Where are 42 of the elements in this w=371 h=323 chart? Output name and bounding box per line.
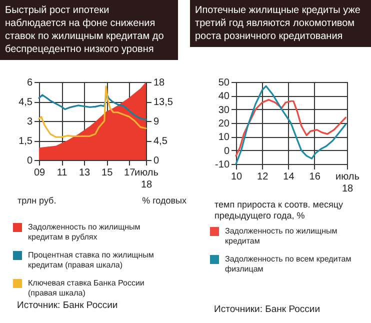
y-tick-label: -10 (215, 160, 230, 170)
line-series (235, 85, 346, 165)
text: Источники: Банк России (214, 304, 320, 315)
x-tick-label: 10 (230, 172, 242, 182)
x-tick-label: 14 (283, 172, 295, 182)
x-tick-label: 15 (102, 168, 114, 178)
y-tick-label: 10 (218, 132, 230, 144)
text: Источник: Банк России (17, 300, 118, 311)
legend-label: Ключевая ставка Банка России (правая шкала) (28, 278, 144, 298)
legend-label: Задолженность по всем кредитам физлицам (225, 254, 352, 274)
y2-tick-label: 13,5 (154, 97, 174, 108)
legend-label: Процентная ставка по жилищным кредитам (правая шкала) (28, 250, 154, 270)
y-tick-label: 1,5 (18, 136, 33, 147)
y-tick-label: 50 (218, 78, 230, 88)
y2-tick-label: 18 (154, 78, 166, 88)
x-tick-label: 11 (56, 168, 68, 178)
y-tick-label: 40 (218, 91, 230, 102)
y-axis-title: темп прироста к соотв. месяцу предыдущего года, % (214, 200, 344, 220)
y-tick-label: 20 (218, 118, 230, 130)
y2-tick-label: 4,5 (154, 136, 168, 147)
x-tick-label: июль 18 (336, 172, 360, 194)
x-tick-label: июль 18 (134, 168, 158, 190)
chart-title: Ипотечные жилищные кредиты уже третий год являются локомотивом роста розничного кредитования (190, 0, 371, 47)
y-axis-title: трлн руб. (18, 196, 56, 206)
y2-axis-title: % годовых (142, 196, 187, 206)
y2-tick-label: 0 (154, 156, 160, 166)
chart-title: Быстрый рост ипотеки наблюдается на фоне снижения ставок по жилищным кредитам до беспрецедентно низкого уровня (0, 0, 178, 60)
legend-label: Задолженность по жилищным кредитам в рублях (28, 222, 140, 242)
y2-tick-label: 9 (154, 116, 160, 128)
y-tick-label: 4,5 (18, 97, 33, 108)
line-series (235, 98, 346, 157)
x-tick-label: 09 (34, 168, 46, 178)
x-tick-label: 16 (309, 172, 321, 182)
y-tick-label: 6 (26, 78, 33, 88)
y-tick-label: 30 (218, 104, 230, 116)
y-tick-label: 3 (26, 116, 33, 128)
legend-label: Задолженность по жилищным кредитам (225, 226, 338, 246)
x-tick-label: 13 (78, 168, 91, 178)
x-tick-label: 17 (124, 168, 136, 178)
x-tick-label: 12 (257, 172, 269, 182)
y-tick-label: 0 (224, 146, 230, 157)
y-tick-label: 0 (26, 156, 33, 166)
